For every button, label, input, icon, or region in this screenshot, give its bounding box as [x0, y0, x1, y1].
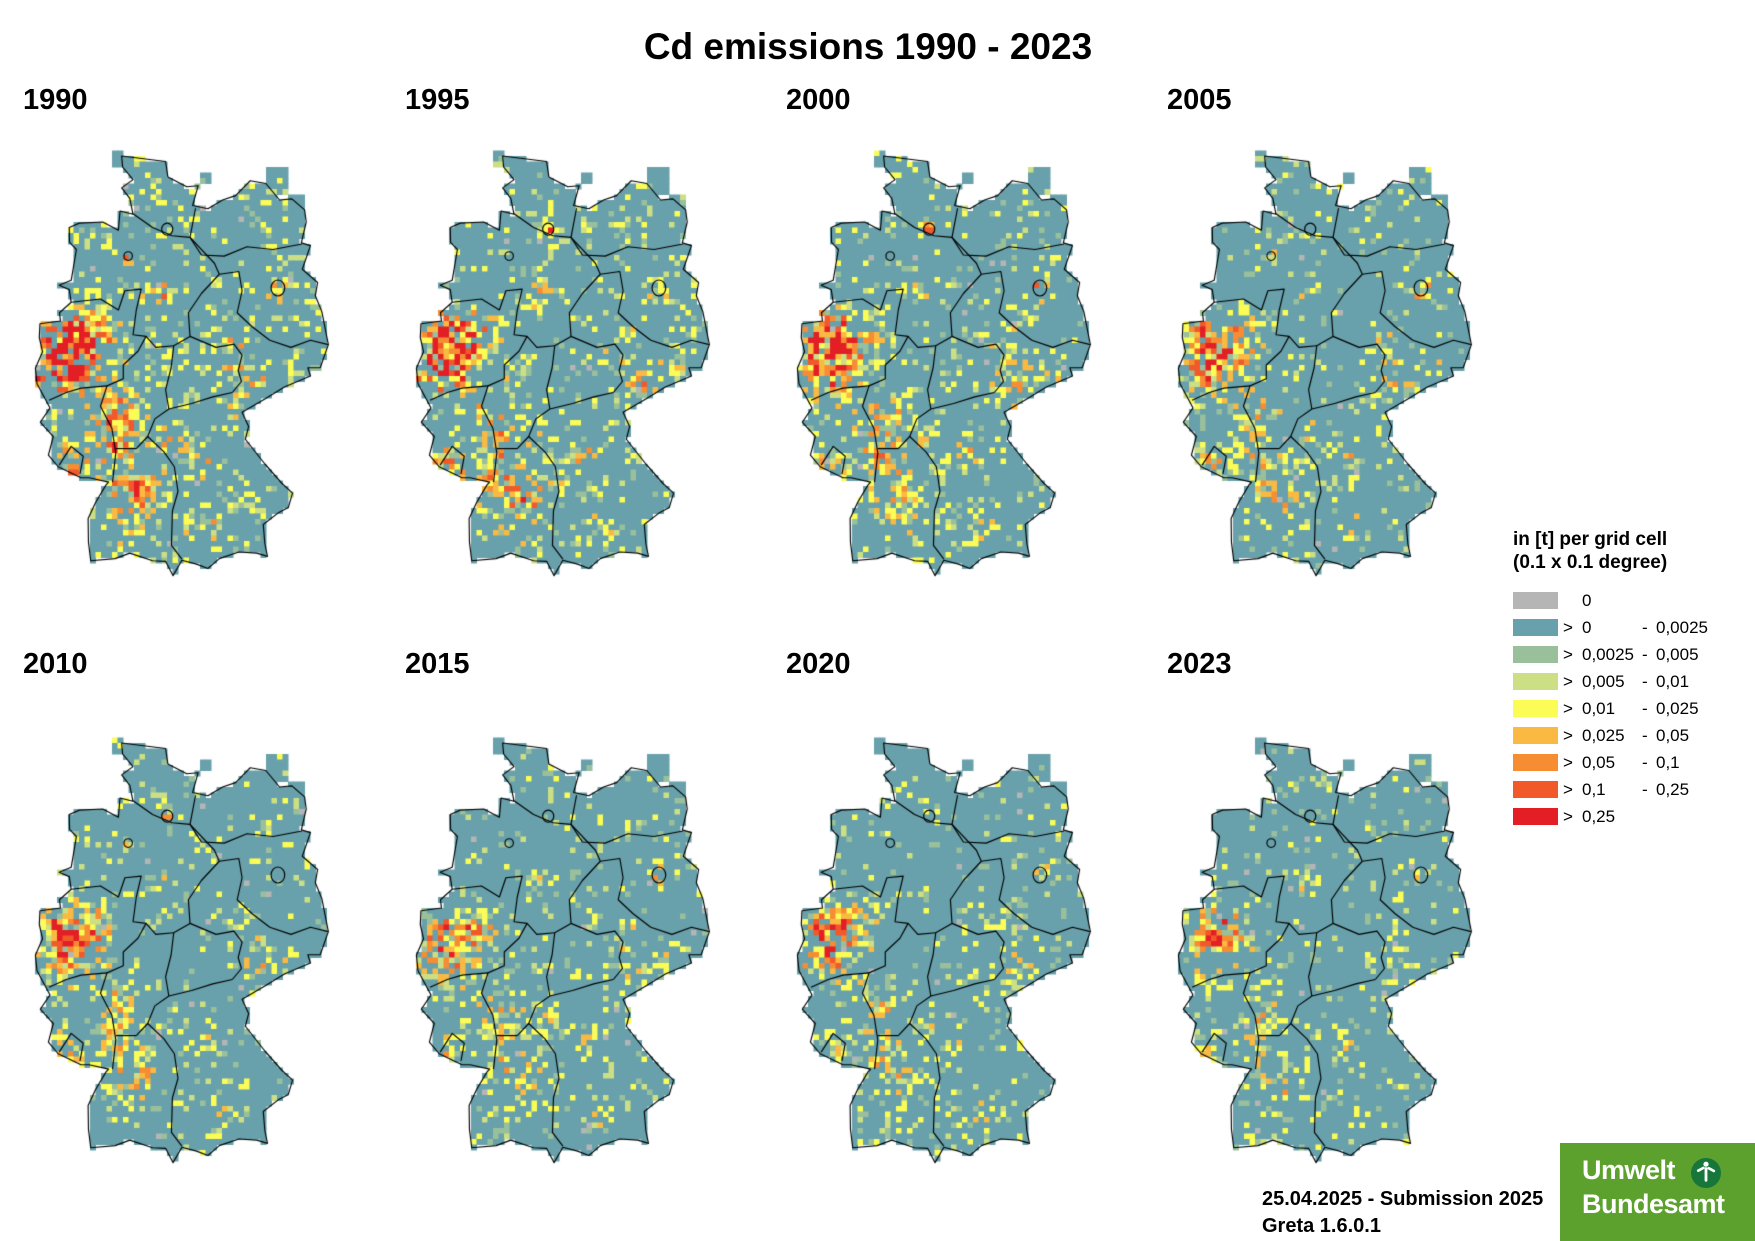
figure-caption: 25.04.2025 - Submission 2025 Greta 1.6.0… — [1262, 1186, 1543, 1240]
legend-value-from: 0,025 — [1582, 726, 1625, 745]
legend-item: >0,1 -0,25 — [1513, 776, 1753, 803]
legend-value-to: 0,1 — [1656, 753, 1680, 772]
legend-value-from: 0,25 — [1582, 807, 1616, 826]
legend-value-from: 0 — [1582, 618, 1592, 637]
legend-dash: - — [1642, 699, 1648, 718]
map-2010 — [24, 732, 343, 1167]
legend-gt: > — [1563, 645, 1573, 664]
legend-item: >0,005-0,01 — [1513, 668, 1753, 695]
icon-person — [1696, 1161, 1716, 1182]
legend-gt: > — [1563, 672, 1573, 691]
year-label-2010: 2010 — [23, 648, 88, 680]
map-2005 — [1167, 145, 1486, 580]
legend-item: >0,25 — [1513, 803, 1753, 830]
legend-value-to: 0,25 — [1656, 780, 1690, 799]
map-1995 — [405, 145, 724, 580]
legend-title-line2: (0.1 x 0.1 degree) — [1513, 552, 1668, 573]
legend-swatch — [1513, 808, 1558, 825]
legend-value-from: 0 — [1582, 591, 1592, 610]
year-label-1990: 1990 — [23, 84, 88, 116]
legend-value-from: 0,0025 — [1582, 645, 1634, 664]
legend-gt: > — [1563, 807, 1573, 826]
year-label-2015: 2015 — [405, 648, 470, 680]
year-label-2023: 2023 — [1167, 648, 1232, 680]
legend-value-to: 0,025 — [1656, 699, 1699, 718]
legend-swatch — [1513, 700, 1558, 717]
legend-value-from: 0,005 — [1582, 672, 1625, 691]
legend-value-to: 0,05 — [1656, 726, 1690, 745]
legend-item: >0,0025-0,005 — [1513, 641, 1753, 668]
year-label-2000: 2000 — [786, 84, 851, 116]
legend: in [t] per grid cell (0.1 x 0.1 degree) … — [1513, 528, 1753, 830]
legend-swatch — [1513, 781, 1558, 798]
year-label-2020: 2020 — [786, 648, 851, 680]
legend-dash: - — [1642, 618, 1648, 637]
legend-dash: - — [1642, 780, 1648, 799]
caption-line2: Greta 1.6.0.1 — [1262, 1215, 1381, 1237]
legend-dash: - — [1642, 672, 1648, 691]
legend-swatch — [1513, 619, 1558, 636]
legend-swatch — [1513, 727, 1558, 744]
legend-dash: - — [1642, 726, 1648, 745]
person-in-circle-icon — [1691, 1158, 1721, 1188]
legend-swatch — [1513, 754, 1558, 771]
legend-swatch — [1513, 673, 1558, 690]
legend-item: >0,025-0,05 — [1513, 722, 1753, 749]
year-label-1995: 1995 — [405, 84, 470, 116]
legend-swatch — [1513, 646, 1558, 663]
legend-value-to: 0,0025 — [1656, 618, 1708, 637]
legend-gt: > — [1563, 726, 1573, 745]
legend-value-to: 0,005 — [1656, 645, 1699, 664]
legend-title-line1: in [t] per grid cell — [1513, 529, 1668, 550]
legend-value-to: 0,01 — [1656, 672, 1690, 691]
uba-logo-line1: Umwelt — [1582, 1155, 1676, 1185]
uba-logo-line2: Bundesamt — [1582, 1189, 1725, 1219]
legend-items: 0 >0-0,0025 >0,0025-0,005 >0,005-0,01 >0,01-… — [1513, 587, 1753, 830]
legend-swatch — [1513, 592, 1558, 609]
caption-line1: 25.04.2025 - Submission 2025 — [1262, 1188, 1544, 1210]
legend-title: in [t] per grid cell (0.1 x 0.1 degree) — [1513, 528, 1753, 574]
uba-logo: Umwelt Bundesamt — [1560, 1143, 1755, 1241]
legend-value-from: 0,1 — [1582, 780, 1606, 799]
map-2000 — [786, 145, 1105, 580]
legend-item: 0 — [1513, 587, 1753, 614]
map-2023 — [1167, 732, 1486, 1167]
legend-gt: > — [1563, 780, 1573, 799]
legend-item: >0 -0,0025 — [1513, 614, 1753, 641]
map-2015 — [405, 732, 724, 1167]
legend-item: >0,01 -0,025 — [1513, 695, 1753, 722]
legend-item: >0,05 -0,1 — [1513, 749, 1753, 776]
legend-gt: > — [1563, 618, 1573, 637]
year-label-2005: 2005 — [1167, 84, 1232, 116]
legend-gt: > — [1563, 753, 1573, 772]
uba-logo-text: Umwelt Bundesamt — [1582, 1153, 1725, 1221]
figure-title: Cd emissions 1990 - 2023 — [643, 26, 1093, 67]
legend-dash: - — [1642, 753, 1648, 772]
legend-value-from: 0,01 — [1582, 699, 1616, 718]
legend-gt: > — [1563, 699, 1573, 718]
map-1990 — [24, 145, 343, 580]
legend-dash: - — [1642, 645, 1648, 664]
legend-value-from: 0,05 — [1582, 753, 1616, 772]
map-2020 — [786, 732, 1105, 1167]
